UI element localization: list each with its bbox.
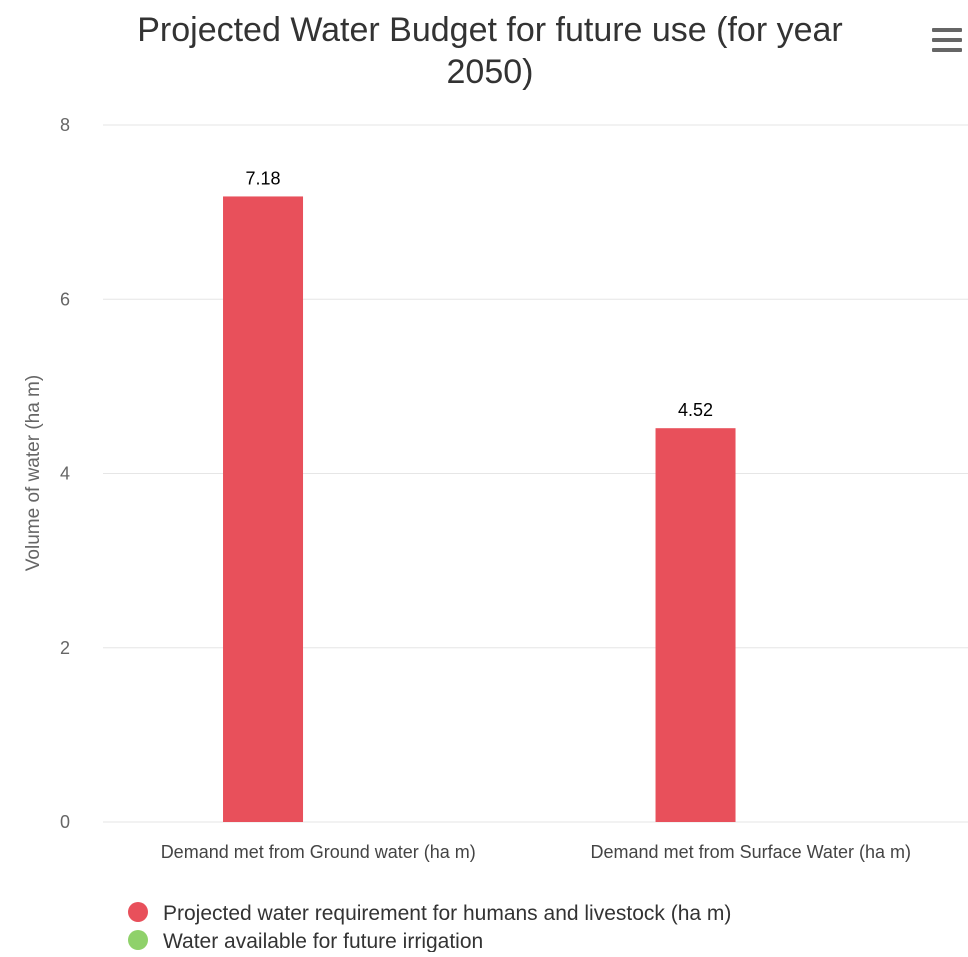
hamburger-menu-icon[interactable] <box>928 24 966 58</box>
legend: Projected water requirement for humans a… <box>128 902 731 953</box>
x-category-label-1: Demand met from Ground water (ha m) <box>161 842 476 862</box>
data-label-1-2: 4.52 <box>678 400 713 420</box>
legend-label-1: Projected water requirement for humans a… <box>163 902 731 925</box>
data-labels: 7.18 4.52 <box>246 168 714 420</box>
legend-marker-1 <box>128 902 148 922</box>
legend-item-1[interactable]: Projected water requirement for humans a… <box>128 902 731 925</box>
legend-label-2: Water available for future irrigation <box>163 930 483 952</box>
y-tick-label-2: 2 <box>60 638 70 658</box>
legend-marker-2 <box>128 930 148 950</box>
x-axis-categories: Demand met from Ground water (ha m) Deman… <box>161 842 911 862</box>
y-axis-ticks: 0 2 4 6 8 <box>60 115 70 832</box>
bar-1-1 <box>223 196 304 822</box>
y-tick-label-0: 0 <box>60 812 70 832</box>
bar-1-2 <box>655 428 736 822</box>
bars <box>223 196 736 822</box>
y-axis-title: Volume of water (ha m) <box>23 375 44 571</box>
y-tick-label-8: 8 <box>60 115 70 135</box>
chart-title-line-1: Projected Water Budget for future use (f… <box>137 11 843 49</box>
legend-item-2[interactable]: Water available for future irrigation <box>128 930 483 953</box>
data-label-1-1: 7.18 <box>246 168 281 188</box>
x-category-label-2: Demand met from Surface Water (ha m) <box>591 842 911 862</box>
y-tick-label-6: 6 <box>60 289 70 309</box>
y-tick-label-4: 4 <box>60 464 70 484</box>
chart-title-line-2: 2050) <box>447 53 534 91</box>
